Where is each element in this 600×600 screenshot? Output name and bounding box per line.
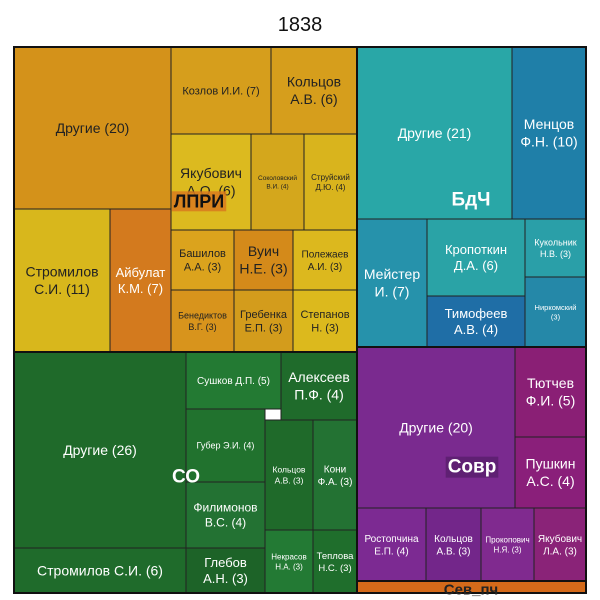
treemap-cell-со-некрасов-н-а-3 (264, 529, 314, 594)
treemap-cell-со-другие-26 (13, 351, 187, 549)
treemap-cell-лпри-айбулат-к-м-7 (109, 208, 172, 353)
treemap-cell-совр-кольцов-а-в-3 (425, 507, 482, 582)
treemap-cell-бдч-ниркомский-3 (524, 276, 587, 348)
treemap-cell-label: Менцов Ф.Н. (10) (520, 116, 577, 150)
treemap-cell-label: Кольцов А.В. (3) (273, 465, 306, 486)
treemap-cell-label: Якубович Л.А. (3) (538, 533, 582, 558)
treemap-cell-label: Гребенка Е.П. (3) (240, 309, 288, 335)
treemap-group-label-bg (171, 191, 227, 212)
treemap-cell-label: Прокопович Н.Я. (3) (485, 535, 529, 554)
treemap-cell-label: Стромилов С.И. (11) (25, 264, 98, 298)
treemap-group-label-со: СО (172, 467, 200, 488)
treemap-cell-label: Соколовский В.И. (4) (258, 174, 297, 190)
treemap-cell-совр-пушкин-а-с-4 (514, 436, 587, 509)
treemap-cell-бдч-кропоткин-д-а-6 (426, 218, 526, 297)
treemap-cell-label: Пушкин А.С. (4) (526, 456, 576, 490)
treemap-cell-со-глебов-а-н-3 (185, 547, 266, 594)
treemap-cell-label: Другие (20) (56, 120, 130, 136)
treemap-cell-label: Башилов А.А. (3) (179, 248, 226, 274)
treemap-cell-лпри-полежаев-а-и-3 (292, 229, 358, 291)
treemap-cell-label: Вуич Н.Е. (3) (239, 243, 287, 277)
treemap-group-label-сев-пч: Сев_пч (444, 581, 499, 598)
treemap-cell-совр-ростопчина-е-п-4 (356, 507, 427, 582)
treemap-cell-label: Ростопчина Е.П. (4) (364, 534, 419, 558)
treemap-cell-label: Другие (26) (63, 442, 137, 458)
treemap-cell-label: Мейстер И. (7) (364, 266, 420, 300)
treemap-cell-label: Другие (21) (398, 125, 472, 141)
treemap-cell-совр-другие-20 (356, 346, 516, 509)
treemap-group-сев-пч (356, 580, 587, 594)
treemap-cell-label: Кукольник Н.В. (3) (534, 238, 577, 259)
treemap-cell-label: Кольцов А.В. (6) (287, 74, 341, 108)
treemap-cell-label: Сушков Д.П. (5) (197, 376, 270, 387)
treemap-group-label-бдч: БдЧ (451, 190, 490, 211)
chart-title: 1838 (277, 14, 323, 36)
treemap-group-label-bg (445, 456, 499, 478)
treemap-cell-label: Кольцов А.В. (3) (434, 534, 473, 558)
treemap-cell-совр-якубович-л-а-3 (533, 507, 587, 582)
treemap-cell-label: Теплова Н.С. (3) (317, 551, 355, 574)
treemap-cell-лпри-струйский-д-ю-4 (303, 133, 358, 231)
treemap-cell-бдч-мейстер-и-7 (356, 218, 428, 348)
treemap-cell-label: Степанов Н. (3) (300, 309, 349, 335)
treemap-cell-label: Айбулат К.М. (7) (116, 265, 166, 296)
treemap-cell-label: Струйский Д.Ю. (4) (311, 173, 350, 192)
treemap-cell-со-стромилов-с-и-6 (13, 547, 187, 594)
treemap-group-label-лпри: ЛПРИ (174, 191, 225, 211)
treemap-cell-бдч-кукольник-н-в-3 (524, 218, 587, 278)
treemap-cell-бдч-другие-21 (356, 46, 513, 220)
treemap-cell-лпри-соколовский-в-и-4 (250, 133, 305, 231)
treemap-cell-со-алексеев-п-ф-4 (280, 351, 358, 421)
treemap-group-label-совр: Совр (448, 457, 497, 478)
treemap-cell-совр-прокопович-н-я-3 (480, 507, 535, 582)
treemap-cell-label: Ниркомский (3) (535, 303, 577, 321)
treemap-cell-label: Филимонов В.С. (4) (193, 501, 257, 530)
treemap-cell-со-губер-э-и-4 (185, 408, 266, 483)
treemap-cell-label: Другие (20) (399, 419, 473, 435)
treemap-cell-лпри-бенедиктов-в-г-3 (170, 289, 235, 353)
treemap-cell-label: Губер Э.И. (4) (197, 441, 255, 451)
treemap-cell-лпри-степанов-н-3 (292, 289, 358, 353)
treemap-cell-лпри-вуич-н-е-3 (233, 229, 294, 291)
treemap-cell-label: Козлов И.И. (7) (182, 85, 259, 97)
treemap-cell-label: Тимофеев А.В. (4) (445, 306, 508, 337)
treemap-cell-лпри-башилов-а-а-3 (170, 229, 235, 291)
treemap-cell-со-сушков-д-п-5 (185, 351, 282, 410)
treemap-cell-лпри-гребенка-е-п-3 (233, 289, 294, 353)
treemap-cell-label: Алексеев П.Ф. (4) (288, 369, 350, 403)
treemap-cell-label: Кони Ф.А. (3) (318, 464, 353, 488)
treemap-cell-label: Глебов А.Н. (3) (203, 555, 248, 586)
treemap-cell-label: Бенедиктов В.Г. (3) (178, 311, 227, 332)
treemap-cell-label: Тютчев Ф.И. (5) (526, 375, 576, 409)
treemap-cell-label: Полежаев А.И. (3) (302, 249, 349, 273)
treemap-cell-бдч-менцов-ф-н-10 (511, 46, 587, 220)
treemap-cell-label: Стромилов С.И. (6) (37, 562, 163, 578)
treemap-cell-label: Кропоткин Д.А. (6) (445, 242, 507, 273)
treemap-cell-label: Некрасов Н.А. (3) (271, 552, 306, 571)
treemap-cell-лпри-стромилов-с-и-11 (13, 208, 111, 353)
treemap-cell-бдч-тимофеев-а-в-4 (426, 295, 526, 348)
